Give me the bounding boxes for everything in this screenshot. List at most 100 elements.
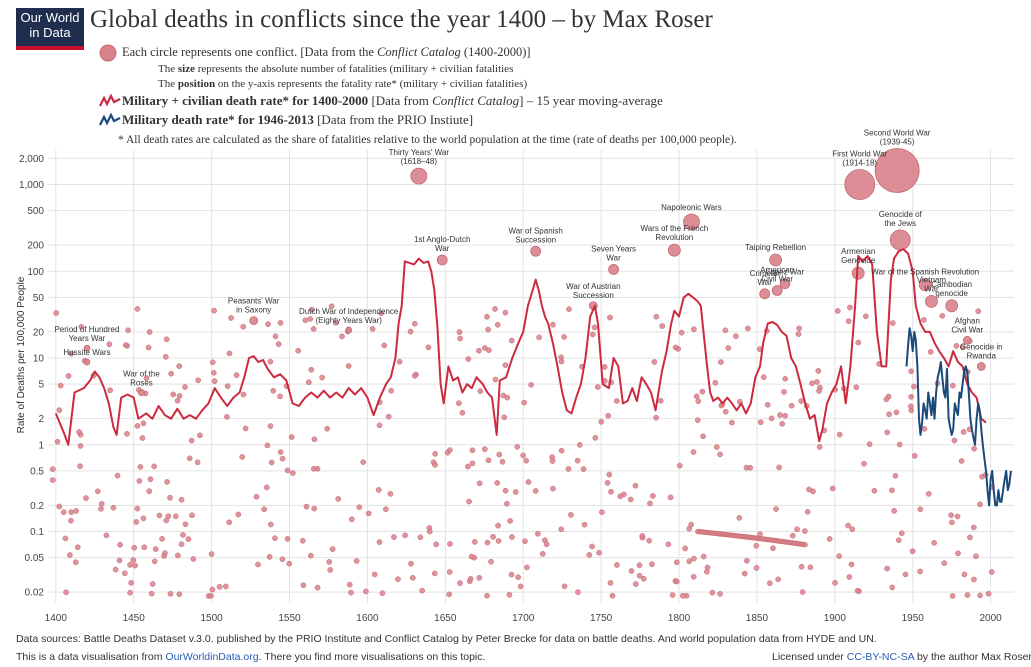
conflict-circle	[532, 488, 539, 494]
conflict-circle	[917, 506, 924, 513]
conflict-label: Hussite Wars	[63, 348, 110, 357]
conflict-circle	[496, 451, 503, 458]
license-link[interactable]: CC-BY-NC-SA	[846, 651, 915, 663]
conflict-circle	[381, 342, 388, 349]
y-tick-label: 200	[27, 241, 44, 252]
conflict-circle	[476, 575, 483, 581]
conflict-circle	[346, 581, 353, 588]
conflict-circle	[56, 407, 63, 414]
conflict-circle	[339, 333, 345, 340]
conflict-circle	[72, 559, 79, 566]
conflict-circle	[348, 516, 355, 523]
conflict-circle	[953, 343, 960, 349]
conflict-circle	[550, 321, 556, 328]
conflict-circle	[162, 354, 169, 360]
conflict-circle	[467, 575, 474, 582]
conflict-circle	[592, 434, 599, 441]
conflict-circle	[240, 391, 247, 398]
conflict-circle	[311, 436, 318, 443]
conflict-circle	[114, 472, 121, 479]
conflict-circle	[520, 452, 527, 459]
conflict-circle	[539, 551, 546, 557]
conflict-circle	[502, 309, 509, 316]
conflict-circle	[186, 455, 193, 462]
conflict-circle	[806, 486, 812, 493]
owid-link[interactable]: OurWorldinData.org	[165, 651, 259, 663]
conflict-circle	[391, 534, 397, 540]
conflict-circle	[566, 306, 572, 313]
conflict-circle	[613, 398, 620, 404]
conflict-circle	[801, 528, 808, 534]
conflict-circle	[267, 358, 274, 365]
conflict-circle	[512, 489, 519, 495]
conflict-circle	[106, 341, 113, 348]
conflict-circle	[816, 388, 822, 394]
conflict-circle	[174, 397, 181, 404]
conflict-circle	[804, 508, 811, 515]
conflict-circle	[650, 493, 656, 499]
conflict-circle	[607, 580, 614, 586]
conflict-circle	[561, 334, 567, 340]
conflict-circle	[67, 552, 73, 558]
conflict-circle	[122, 570, 128, 577]
conflict-circle	[605, 412, 612, 419]
conflict-label: 1st Anglo-Dutch War	[414, 235, 470, 253]
conflict-circle	[222, 583, 229, 590]
conflict-bubble	[771, 285, 783, 296]
conflict-circle	[49, 466, 56, 472]
conflict-circle	[964, 592, 971, 598]
conflict-circle	[264, 442, 271, 449]
conflict-circle	[651, 359, 658, 365]
conflict-circle	[65, 373, 72, 379]
conflict-circle	[62, 535, 69, 542]
conflict-circle	[433, 541, 440, 548]
conflict-label: Afghan Civil War	[951, 316, 983, 334]
conflict-circle	[599, 509, 605, 516]
legend-red-series: Military + civilian death rate* for 1400…	[122, 93, 663, 108]
conflict-circle	[499, 458, 506, 465]
conflict-circle	[985, 590, 992, 597]
conflict-circle	[679, 592, 686, 599]
conflict-circle	[139, 435, 146, 441]
conflict-circle	[469, 460, 476, 467]
conflict-circle	[847, 304, 853, 311]
conflict-circle	[653, 414, 659, 421]
conflict-circle	[98, 501, 105, 507]
conflict-circle	[299, 537, 306, 544]
conflict-circle	[295, 347, 302, 354]
conflict-circle	[226, 519, 233, 526]
conflict-circle	[948, 512, 954, 518]
conflict-circle	[457, 580, 463, 586]
conflict-circle	[365, 510, 372, 517]
x-tick-label: 1750	[590, 613, 613, 624]
conflict-circle	[849, 526, 856, 533]
conflict-circle	[128, 580, 135, 586]
conflict-circle	[224, 383, 231, 389]
conflict-circle	[485, 326, 492, 333]
conflict-circle	[549, 458, 556, 464]
conflict-circle	[494, 480, 501, 486]
conflict-circle	[695, 398, 702, 405]
conflict-bubble	[779, 278, 791, 290]
conflict-circle	[140, 420, 147, 427]
conflict-circle	[504, 394, 511, 401]
conflict-circle	[168, 370, 175, 377]
conflict-circles	[49, 303, 995, 599]
conflict-circle	[917, 568, 923, 575]
conflict-circle	[57, 382, 64, 389]
conflict-circle	[319, 374, 325, 381]
conflict-circle	[53, 310, 60, 316]
conflict-circle	[411, 320, 418, 327]
conflict-circle	[725, 345, 732, 351]
conflict-circle	[382, 506, 389, 513]
conflict-circle	[360, 459, 367, 466]
conflict-circle	[788, 402, 795, 409]
conflict-circle	[504, 500, 510, 507]
conflict-circle	[180, 532, 186, 538]
conflict-circle	[146, 329, 153, 335]
conflict-circle	[653, 313, 660, 320]
logo[interactable]: Our World in Data	[16, 8, 84, 50]
y-tick-label: 1	[38, 440, 44, 451]
conflict-circle	[768, 415, 775, 422]
